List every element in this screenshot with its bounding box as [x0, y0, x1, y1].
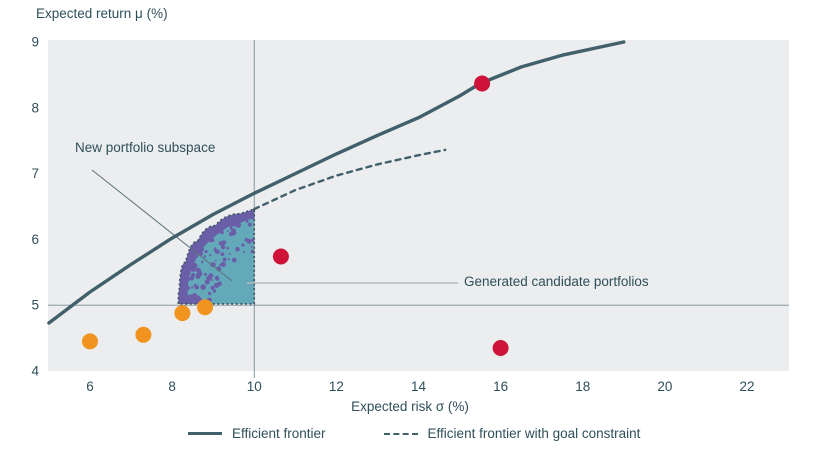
x-tick-label: 18: [575, 379, 590, 394]
x-axis-title: Expected risk σ (%): [351, 399, 469, 414]
orange-portfolio-dots: [197, 299, 213, 316]
x-tick-label: 20: [657, 379, 672, 394]
y-tick-label: 6: [31, 232, 39, 247]
plot-area: [48, 40, 789, 371]
orange-portfolio-dots: [82, 333, 98, 350]
red-portfolio-dots: [272, 248, 289, 265]
series-dashed-line: [253, 148, 447, 211]
legend-item-goal-constraint: Efficient frontier with goal constraint: [383, 426, 641, 441]
annotation-generated-candidate-portfolios: Generated candidate portfolios: [464, 274, 649, 289]
x-tick-label: 14: [411, 379, 427, 394]
annotation-new-portfolio-subspace: New portfolio subspace: [75, 140, 216, 155]
y-tick-label: 9: [31, 35, 39, 50]
red-portfolio-dots: [492, 340, 509, 356]
subspace-connector-line: [91, 169, 233, 282]
legend-label: Efficient frontier: [232, 426, 326, 441]
x-tick-label: 6: [86, 379, 94, 394]
chart-legend: Efficient frontier Efficient frontier wi…: [188, 426, 640, 441]
legend-item-efficient-frontier: Efficient frontier: [188, 426, 326, 441]
x-tick-label: 8: [168, 379, 176, 394]
orange-portfolio-dots: [135, 326, 152, 343]
x-tick-label: 10: [247, 379, 262, 394]
y-axis-title: Expected return μ (%): [36, 6, 168, 21]
dashed-line-swatch-icon: [383, 432, 418, 435]
candidate-scatter-group: [178, 209, 255, 304]
solid-line-swatch-icon: [188, 432, 222, 435]
series-solid-line: [47, 40, 626, 325]
y-tick-label: 8: [31, 100, 39, 115]
y-tick-label: 4: [31, 364, 39, 379]
red-portfolio-dots: [474, 75, 491, 92]
x-tick-label: 16: [493, 379, 508, 394]
legend-label: Efficient frontier with goal constraint: [427, 426, 641, 441]
y-tick-label: 7: [31, 166, 39, 181]
orange-portfolio-dots: [174, 305, 191, 322]
x-tick-label: 12: [329, 379, 344, 394]
x-tick-label: 22: [739, 379, 754, 394]
y-tick-label: 5: [31, 298, 39, 313]
subspace-region-border: [177, 207, 256, 305]
